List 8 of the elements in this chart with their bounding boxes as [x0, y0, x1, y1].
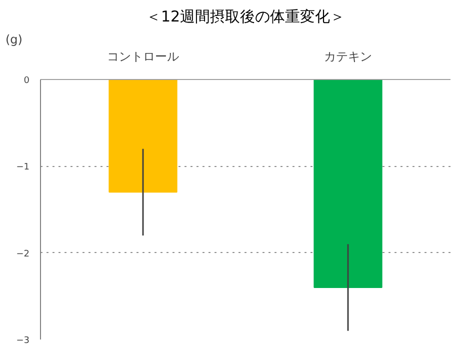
x-tick-label: コントロール — [107, 50, 179, 64]
y-axis-title: (g) — [6, 32, 22, 46]
y-tick-label: −1 — [16, 162, 30, 173]
x-tick-label: カテキン — [324, 50, 372, 64]
y-tick-label: 0 — [24, 76, 30, 86]
y-tick-label: −2 — [16, 249, 30, 260]
chart-title: ＜12週間摂取後の体重変化＞ — [146, 8, 346, 26]
y-tick-label: −3 — [16, 336, 30, 346]
